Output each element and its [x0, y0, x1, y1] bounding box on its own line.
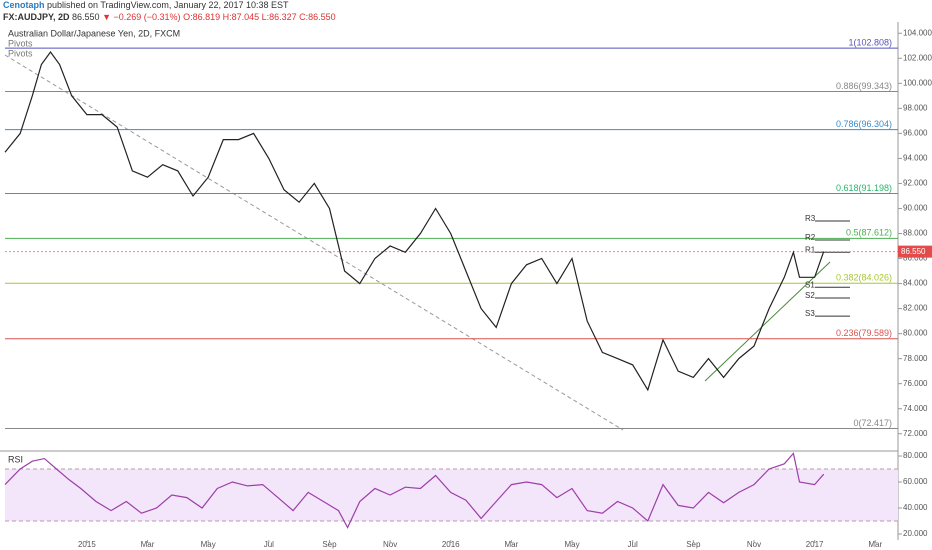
y-tick-label: 102.000 — [903, 53, 932, 62]
change: ▼ −0.269 (−0.31%) — [102, 12, 180, 22]
y-tick-label: 60.000 — [903, 477, 928, 486]
y-tick-label: 80.000 — [903, 451, 928, 460]
x-tick-label: Mar — [504, 540, 518, 549]
y-tick-label: 94.000 — [903, 154, 928, 163]
y-tick-label: 90.000 — [903, 204, 928, 213]
y-tick-label: 98.000 — [903, 103, 928, 112]
header-line: Cenotaph published on TradingView.com, J… — [3, 0, 289, 10]
pivot-label: R3 — [805, 214, 816, 223]
y-tick-label: 80.000 — [903, 329, 928, 338]
y-tick-label: 72.000 — [903, 429, 928, 438]
y-tick-label: 88.000 — [903, 229, 928, 238]
x-tick-label: Mar — [141, 540, 155, 549]
last-price-label: 86.550 — [901, 247, 926, 256]
y-tick-label: 74.000 — [903, 404, 928, 413]
indicator: Pivots — [8, 48, 33, 58]
trend-line — [4, 54, 624, 431]
rsi-label: RSI — [8, 454, 23, 464]
last: 86.550 — [72, 12, 100, 22]
y-tick-label: 100.000 — [903, 78, 932, 87]
y-tick-label: 82.000 — [903, 304, 928, 313]
x-tick-label: May — [564, 540, 579, 549]
y-tick-label: 104.000 — [903, 28, 932, 37]
x-tick-label: 2017 — [806, 540, 824, 549]
x-tick-label: Jul — [264, 540, 274, 549]
fib-label: 0(72.417) — [853, 418, 892, 428]
pivot-label: S2 — [805, 291, 815, 300]
price-line — [4, 50, 825, 392]
fib-label: 0.886(99.343) — [836, 81, 892, 91]
y-tick-label: 78.000 — [903, 354, 928, 363]
fib-label: 0.5(87.612) — [846, 228, 892, 238]
y-tick-label: 96.000 — [903, 128, 928, 137]
x-tick-label: Sep — [322, 540, 337, 549]
symbol-line: FX:AUDJPY, 2D 86.550 ▼ −0.269 (−0.31%) O… — [3, 12, 336, 22]
instrument: Australian Dollar/Japanese Yen, 2D, FXCM — [8, 28, 180, 38]
x-tick-label: 2015 — [78, 540, 96, 549]
y-tick-label: 76.000 — [903, 379, 928, 388]
symbol: FX:AUDJPY, 2D — [3, 12, 70, 22]
rsi-line — [4, 452, 825, 529]
trend-line — [704, 261, 831, 382]
fib-label: 0.618(91.198) — [836, 183, 892, 193]
rsi-band — [5, 469, 898, 522]
y-tick-label: 84.000 — [903, 279, 928, 288]
indicator: Pivots — [8, 38, 33, 48]
x-tick-label: Nov — [383, 540, 397, 549]
pivot-label: S1 — [805, 280, 815, 289]
x-tick-label: Jul — [628, 540, 638, 549]
fib-label: 0.236(79.589) — [836, 328, 892, 338]
y-tick-label: 86.000 — [903, 254, 928, 263]
fib-label: 0.786(96.304) — [836, 119, 892, 129]
author[interactable]: Cenotaph — [3, 0, 45, 10]
y-tick-label: 40.000 — [903, 503, 928, 512]
fib-label: 0.382(84.026) — [836, 273, 892, 283]
last-price-box — [898, 245, 932, 258]
fib-label: 1(102.808) — [848, 38, 892, 48]
x-tick-label: Sep — [686, 540, 701, 549]
pivot-label: S3 — [805, 309, 815, 318]
pivot-label: R1 — [805, 245, 816, 254]
x-tick-label: May — [201, 540, 216, 549]
x-tick-label: Mar — [868, 540, 882, 549]
x-tick-label: 2016 — [442, 540, 460, 549]
pivot-label: R2 — [805, 233, 816, 242]
ohlc: O:86.819 H:87.045 L:86.327 C:86.550 — [183, 12, 336, 22]
published: published on TradingView.com, January 22… — [47, 0, 289, 10]
y-tick-label: 92.000 — [903, 179, 928, 188]
y-tick-label: 20.000 — [903, 529, 928, 538]
x-tick-label: Nov — [747, 540, 761, 549]
